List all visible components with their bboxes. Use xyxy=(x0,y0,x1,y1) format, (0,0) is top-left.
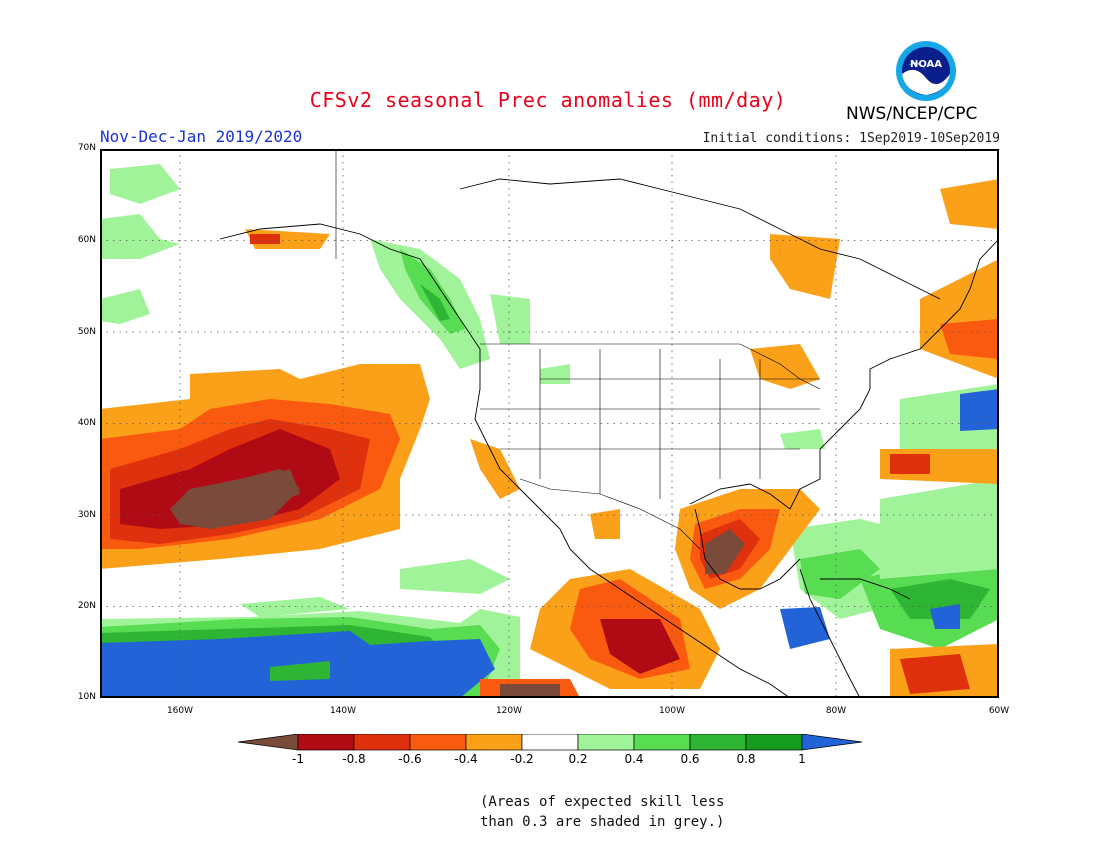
initial-conditions-label: Initial conditions: 1Sep2019-10Sep2019 xyxy=(702,131,1000,146)
skill-note-line-1: (Areas of expected skill less xyxy=(480,794,725,810)
colorbar-swatch-8 xyxy=(689,734,747,751)
lon-label-120w: 120W xyxy=(495,706,523,716)
coastlines xyxy=(219,178,999,698)
dry-anomaly-regions xyxy=(100,179,999,698)
colorbar-label-5: 0.2 xyxy=(568,752,588,766)
colorbar-swatch-1 xyxy=(297,734,355,751)
political-borders xyxy=(335,149,821,550)
colorbar-swatch-7 xyxy=(633,734,691,751)
lon-label-80w: 80W xyxy=(825,706,847,716)
colorbar-label-7: 0.6 xyxy=(680,752,700,766)
colorbar-swatch-2 xyxy=(353,734,411,751)
colorbar-label-9: 1 xyxy=(798,752,806,766)
skill-note-line-2: than 0.3 are shaded in grey.) xyxy=(480,814,725,830)
season-label: Nov-Dec-Jan 2019/2020 xyxy=(100,127,303,146)
lat-label-60n: 60N xyxy=(77,235,96,245)
svg-text:NOAA: NOAA xyxy=(910,59,942,70)
lat-label-20n: 20N xyxy=(77,601,96,611)
lon-label-140w: 140W xyxy=(329,706,357,716)
lat-lon-grid xyxy=(100,149,999,698)
lon-label-160w: 160W xyxy=(166,706,194,716)
colorbar xyxy=(238,734,863,751)
lon-label-100w: 100W xyxy=(658,706,686,716)
colorbar-swatch-6 xyxy=(577,734,635,751)
lat-label-10n: 10N xyxy=(77,692,96,702)
colorbar-label-4: -0.2 xyxy=(510,752,534,766)
skill-note: (Areas of expected skill less than 0.3 a… xyxy=(480,792,724,832)
colorbar-label-6: 0.4 xyxy=(624,752,644,766)
colorbar-label-0: -1 xyxy=(292,752,304,766)
colorbar-label-2: -0.6 xyxy=(398,752,422,766)
colorbar-swatch-gt-1 xyxy=(801,734,863,751)
lat-label-70n: 70N xyxy=(77,143,96,153)
colorbar-swatch-lt-1 xyxy=(238,734,299,751)
lat-label-30n: 30N xyxy=(77,510,96,520)
colorbar-label-3: -0.4 xyxy=(454,752,478,766)
lat-label-50n: 50N xyxy=(77,327,96,337)
agency-label: NWS/NCEP/CPC xyxy=(846,104,978,124)
noaa-logo-icon: NOAA xyxy=(896,41,956,101)
lat-label-40n: 40N xyxy=(77,418,96,428)
wet-anomaly-regions xyxy=(100,164,999,698)
colorbar-swatch-5 xyxy=(521,734,579,751)
precip-anomaly-map xyxy=(100,149,999,698)
lon-label-60w: 60W xyxy=(988,706,1010,716)
colorbar-swatch-9 xyxy=(745,734,803,751)
colorbar-swatch-4 xyxy=(465,734,523,751)
map-title: CFSv2 seasonal Prec anomalies (mm/day) xyxy=(309,88,787,112)
colorbar-label-8: 0.8 xyxy=(736,752,756,766)
colorbar-swatch-3 xyxy=(409,734,467,751)
colorbar-label-1: -0.8 xyxy=(342,752,366,766)
